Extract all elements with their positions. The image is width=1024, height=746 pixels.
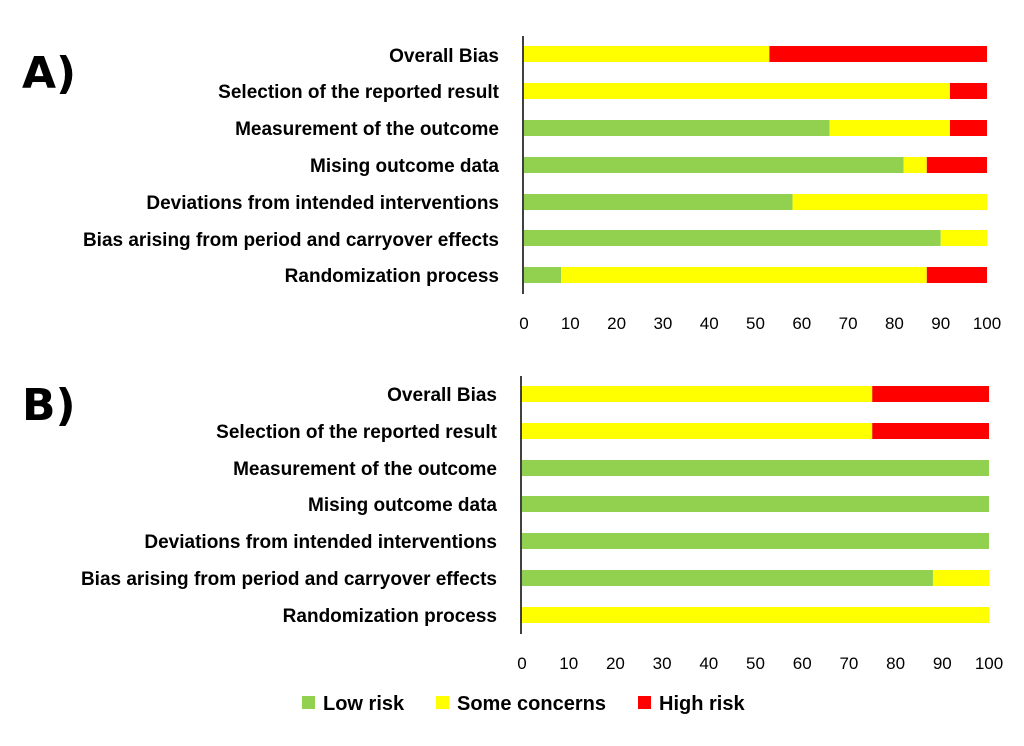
panel-a-bar-some-concerns <box>524 46 770 62</box>
panel-b-bar-low-risk <box>522 570 933 586</box>
panel-b-category-label: Bias arising from period and carryover e… <box>81 569 497 590</box>
panel-a: A) Overall Bias Selection of the reporte… <box>22 36 1001 333</box>
panel-b-bar-high-risk <box>872 423 989 439</box>
panel-a-bar-some-concerns <box>940 230 987 246</box>
panel-b-x-tick-label: 30 <box>653 654 672 673</box>
panel-a-category-labels: Overall Bias Selection of the reported r… <box>83 46 500 287</box>
panel-b: B) Overall Bias Selection of the reporte… <box>22 376 1003 673</box>
panel-b-bar-high-risk <box>872 386 989 402</box>
panel-b-bar-some-concerns <box>522 607 989 623</box>
panel-a-x-tick-label: 70 <box>839 314 858 333</box>
panel-a-bar-low-risk <box>524 267 562 283</box>
panel-a-x-ticks: 0 10 20 30 40 50 60 70 80 90 100 <box>519 314 1001 333</box>
legend-label-high-risk: High risk <box>659 693 745 715</box>
panel-a-x-tick-label: 20 <box>607 314 626 333</box>
panel-a-category-label: Measurement of the outcome <box>235 119 499 140</box>
panel-b-x-tick-label: 90 <box>933 654 952 673</box>
panel-b-bar-some-concerns <box>522 423 873 439</box>
panel-b-bar-low-risk <box>522 496 989 512</box>
panel-a-bar-some-concerns <box>524 83 950 99</box>
panel-a-bar-some-concerns <box>792 194 987 210</box>
panel-b-x-ticks: 0 10 20 30 40 50 60 70 80 90 100 <box>517 654 1003 673</box>
panel-b-bar-some-concerns <box>932 570 989 586</box>
legend-label-low-risk: Low risk <box>323 693 405 715</box>
panel-b-x-tick-label: 50 <box>746 654 765 673</box>
panel-a-category-label: Bias arising from period and carryover e… <box>83 230 499 251</box>
panel-a-bar-low-risk <box>524 120 830 136</box>
panel-b-category-label: Randomization process <box>283 606 497 627</box>
panel-a-bar-low-risk <box>524 230 941 246</box>
panel-a-category-label: Deviations from intended interventions <box>146 193 499 214</box>
panel-a-x-tick-label: 50 <box>746 314 765 333</box>
panel-a-category-label: Overall Bias <box>389 46 499 67</box>
panel-a-bar-high-risk <box>926 267 987 283</box>
legend-swatch-some-concerns <box>436 696 449 709</box>
panel-b-category-label: Overall Bias <box>387 385 497 406</box>
panel-a-bar-some-concerns <box>903 157 927 173</box>
panel-b-x-tick-label: 60 <box>793 654 812 673</box>
panel-b-x-tick-label: 10 <box>559 654 578 673</box>
panel-a-x-tick-label: 90 <box>931 314 950 333</box>
panel-a-bar-high-risk <box>769 46 987 62</box>
panel-b-x-tick-label: 40 <box>699 654 718 673</box>
panel-a-x-tick-label: 80 <box>885 314 904 333</box>
panel-a-x-tick-label: 100 <box>973 314 1001 333</box>
panel-a-category-label: Randomization process <box>285 266 499 287</box>
panel-b-category-label: Mising outcome data <box>308 495 497 516</box>
panel-b-x-tick-label: 100 <box>975 654 1003 673</box>
panel-b-category-label: Selection of the reported result <box>216 422 497 443</box>
panel-a-label: A) <box>22 48 76 99</box>
panel-a-bar-high-risk <box>949 83 987 99</box>
panel-b-label: B) <box>22 380 76 431</box>
panel-a-bar-some-concerns <box>561 267 927 283</box>
panel-a-x-tick-label: 60 <box>792 314 811 333</box>
panel-a-bar-high-risk <box>926 157 987 173</box>
panel-a-bar-low-risk <box>524 194 793 210</box>
panel-b-category-labels: Overall Bias Selection of the reported r… <box>81 385 498 627</box>
panel-b-x-tick-label: 70 <box>839 654 858 673</box>
panel-a-x-tick-label: 40 <box>700 314 719 333</box>
panel-b-bars <box>522 386 989 623</box>
panel-b-category-label: Deviations from intended interventions <box>144 532 497 553</box>
legend: Low risk Some concerns High risk <box>302 693 745 715</box>
panel-a-bar-high-risk <box>949 120 987 136</box>
panel-a-category-label: Selection of the reported result <box>218 82 499 103</box>
legend-swatch-low-risk <box>302 696 315 709</box>
legend-label-some-concerns: Some concerns <box>457 693 606 715</box>
panel-b-bar-low-risk <box>522 533 989 549</box>
panel-a-bar-low-risk <box>524 157 904 173</box>
panel-a-x-tick-label: 30 <box>653 314 672 333</box>
panel-a-bars <box>524 46 987 283</box>
panel-b-x-tick-label: 0 <box>517 654 526 673</box>
panel-b-x-tick-label: 80 <box>886 654 905 673</box>
panel-b-bar-low-risk <box>522 460 989 476</box>
panel-b-bar-some-concerns <box>522 386 873 402</box>
panel-b-x-tick-label: 20 <box>606 654 625 673</box>
panel-b-category-label: Measurement of the outcome <box>233 459 497 480</box>
panel-a-bar-some-concerns <box>829 120 950 136</box>
panel-a-category-label: Mising outcome data <box>310 156 499 177</box>
legend-swatch-high-risk <box>638 696 651 709</box>
panel-a-x-tick-label: 10 <box>561 314 580 333</box>
panel-a-x-tick-label: 0 <box>519 314 528 333</box>
